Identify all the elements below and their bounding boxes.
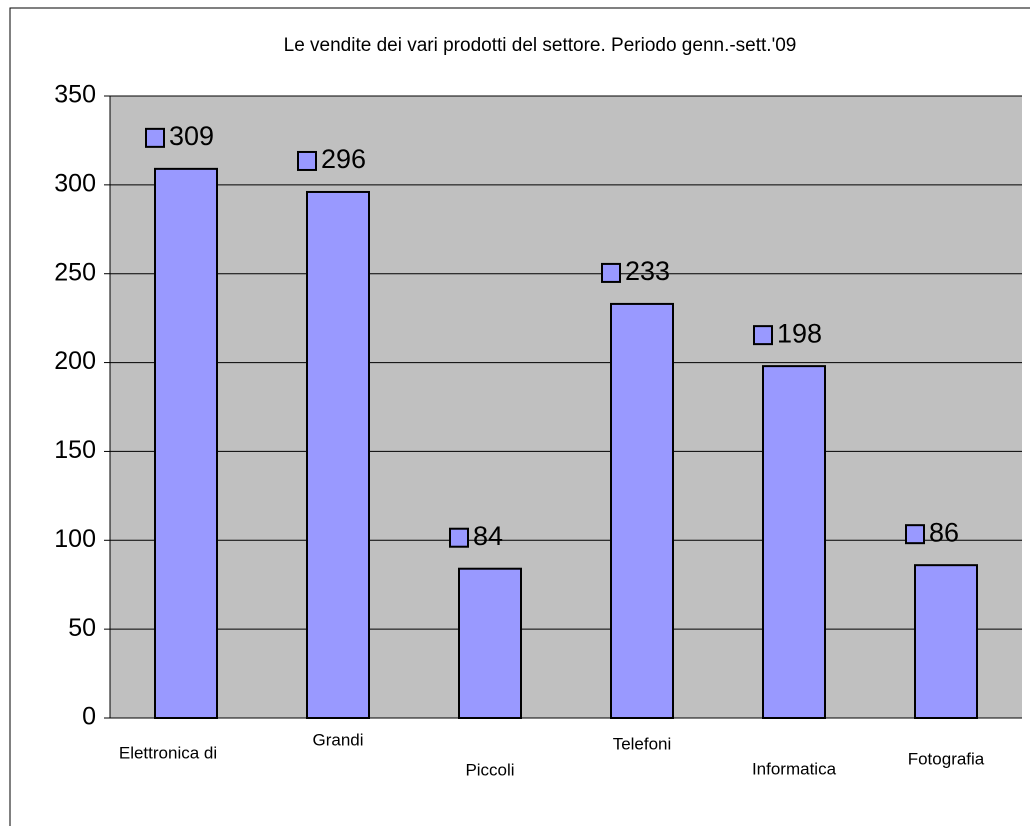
data-label: 198	[777, 318, 822, 348]
bar	[154, 167, 218, 719]
data-label-key	[449, 527, 469, 548]
bar	[610, 302, 674, 719]
bar	[762, 365, 826, 719]
y-tick-label: 200	[54, 347, 96, 375]
x-tick-label: Elettronica di	[119, 743, 217, 762]
plot-area	[110, 96, 1022, 718]
x-tick-label: Informatica	[752, 759, 837, 778]
bar	[914, 564, 978, 719]
chart-title: Le vendite dei vari prodotti del settore…	[284, 35, 797, 56]
x-tick-label: Grandi	[312, 730, 363, 749]
data-label-key	[145, 127, 165, 148]
x-tick-label: Piccoli	[465, 760, 514, 779]
y-tick-label: 300	[54, 169, 96, 197]
data-label: 233	[625, 256, 670, 286]
x-tick-label: Fotografia	[908, 749, 985, 768]
y-tick-label: 0	[82, 703, 96, 731]
bar	[458, 567, 522, 719]
y-tick-label: 350	[54, 81, 96, 109]
data-label-key	[601, 262, 621, 283]
y-tick-label: 50	[68, 614, 96, 642]
y-tick-label: 100	[54, 525, 96, 553]
data-label: 86	[929, 517, 959, 547]
bar	[306, 190, 370, 720]
data-label: 309	[169, 121, 214, 151]
y-tick-label: 150	[54, 436, 96, 464]
data-label-key	[297, 150, 317, 171]
data-label: 296	[321, 144, 366, 174]
x-tick-label: Telefoni	[613, 734, 672, 753]
y-tick-label: 250	[54, 258, 96, 286]
data-label-key	[905, 524, 925, 545]
data-label: 84	[473, 521, 503, 551]
data-label-key	[753, 325, 773, 346]
